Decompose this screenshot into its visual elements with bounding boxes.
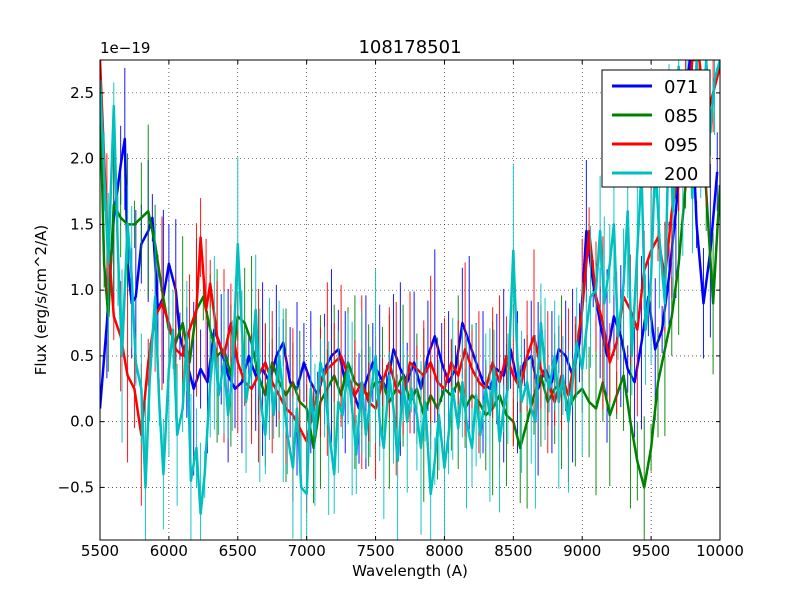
legend-entry-200: 200	[612, 164, 698, 185]
y-tick-label: 1.0	[70, 281, 94, 299]
x-tick-label: 8500	[494, 542, 532, 560]
legend-label-085: 085	[664, 106, 698, 127]
x-tick-label: 8000	[425, 542, 463, 560]
chart-title: 108178501	[358, 37, 461, 58]
plot-frame	[99, 59, 721, 541]
y-tick-label: 0.5	[70, 347, 94, 365]
y-tick-label: 0.0	[70, 413, 94, 431]
legend-label-071: 071	[664, 77, 698, 98]
x-tick-label: 10000	[696, 542, 744, 560]
y-tick-label: 2.0	[70, 150, 94, 168]
x-tick-label: 7000	[288, 542, 326, 560]
legend-box	[601, 69, 711, 188]
y-offset-text: 1e−19	[100, 39, 150, 57]
y-tick-label: 1.5	[70, 215, 94, 233]
y-tick-labels: −0.5 0.0 0.5 1.0 1.5 2.0 2.5	[58, 84, 94, 497]
x-tick-label: 9000	[563, 542, 601, 560]
x-tick-label: 5500	[81, 542, 119, 560]
x-tick-labels: 5500 6000 6500 7000 7500 8000 8500 9000 9500 1000…	[81, 542, 744, 560]
legend-entry-085: 085	[612, 106, 698, 127]
y-tick-label: −0.5	[58, 478, 94, 496]
legend-entry-071: 071	[612, 77, 698, 98]
x-tick-label: 6000	[150, 542, 188, 560]
x-tick-label: 6500	[219, 542, 257, 560]
legend-label-200: 200	[664, 164, 698, 185]
x-tick-label: 9500	[632, 542, 670, 560]
series-line-095	[100, 60, 720, 443]
legend-entry-095: 095	[612, 135, 698, 156]
ticks	[99, 60, 721, 540]
x-tick-label: 7500	[356, 542, 394, 560]
legend-label-095: 095	[664, 135, 698, 156]
y-axis-label: Flux (erg/s/cm^2/A)	[32, 225, 50, 376]
x-axis-label: Wavelength (A)	[352, 562, 468, 580]
y-tick-label: 2.5	[70, 84, 94, 102]
series-line-200	[100, 60, 720, 515]
legend: 071 085 095 200	[601, 69, 711, 188]
